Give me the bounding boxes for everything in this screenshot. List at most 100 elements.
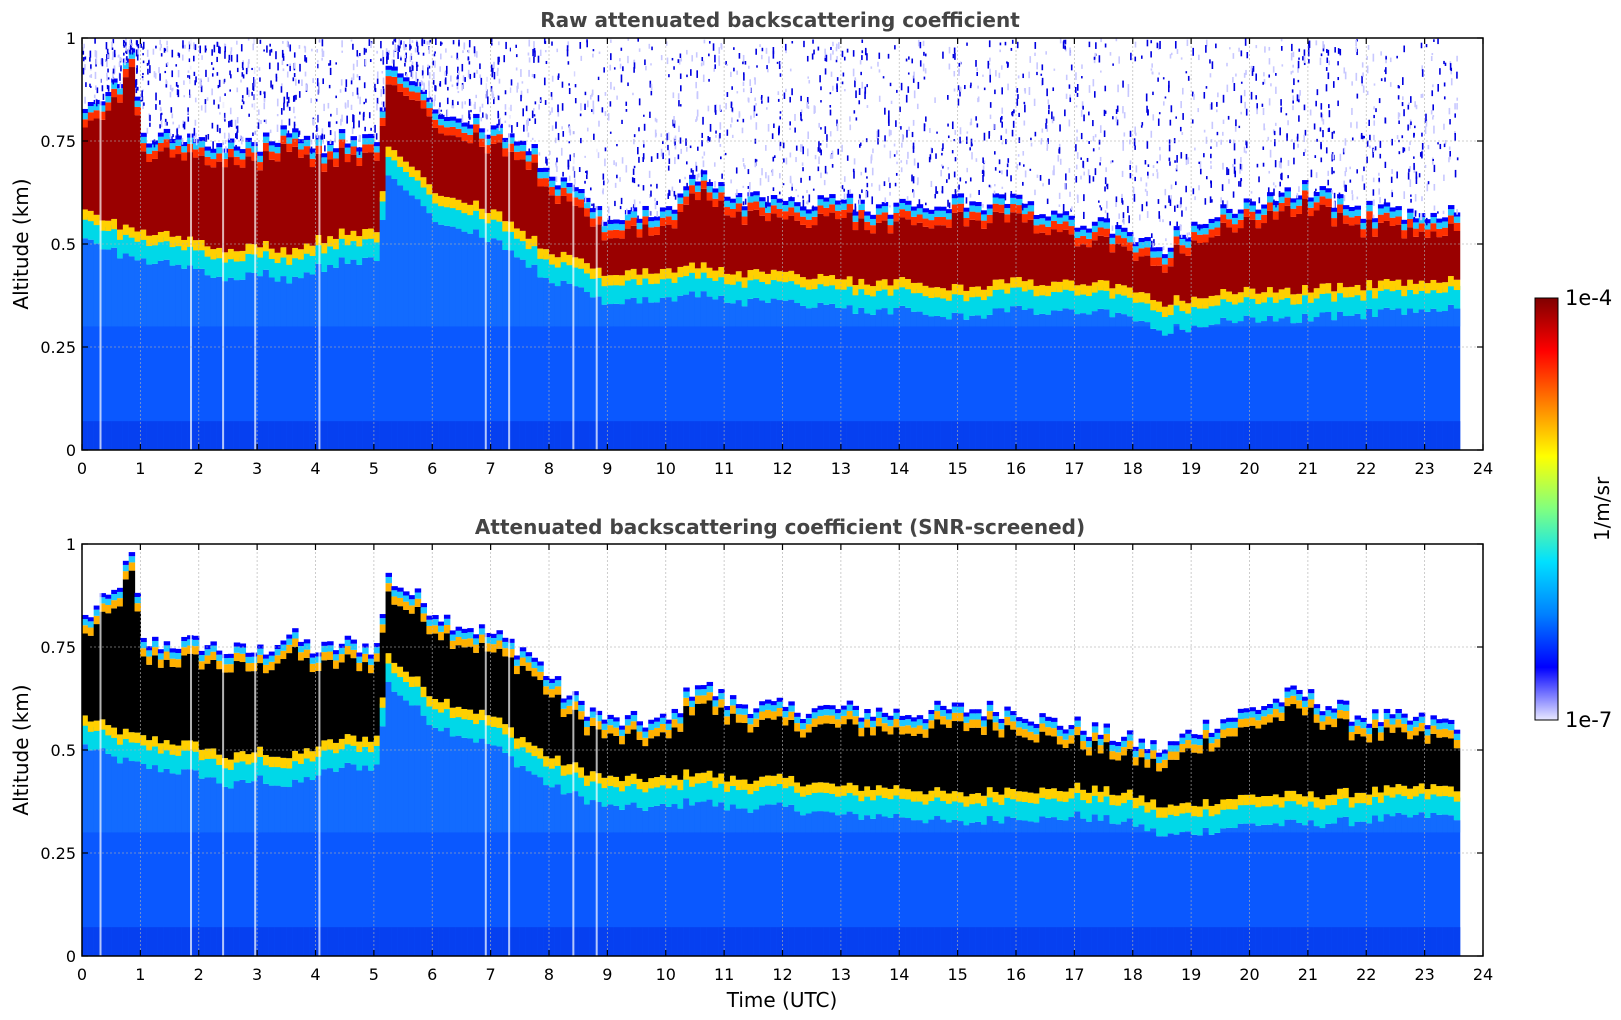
- heatmap-column: [181, 636, 188, 956]
- heatmap-column: [1161, 749, 1169, 956]
- heatmap-column: [198, 650, 206, 956]
- panel-screened-grid: [82, 544, 1483, 956]
- heatmap-column: [980, 74, 988, 450]
- data-gap-streak: [99, 544, 102, 956]
- heatmap-column: [870, 716, 877, 956]
- heatmap-column: [1150, 40, 1157, 450]
- x-tick-label: 0: [77, 459, 87, 478]
- heatmap-column: [584, 716, 591, 956]
- heatmap-column: [111, 38, 118, 450]
- heatmap-column: [735, 704, 743, 956]
- heatmap-column: [840, 50, 848, 450]
- heatmap-column: [1202, 39, 1210, 450]
- x-tick-label: 20: [1239, 965, 1259, 984]
- heatmap-column: [1261, 46, 1268, 450]
- heatmap-column: [257, 644, 264, 956]
- heatmap-column: [1051, 717, 1058, 956]
- heatmap-column: [922, 719, 930, 956]
- heatmap-column: [969, 82, 976, 450]
- heatmap-column: [887, 715, 895, 956]
- heatmap-column: [467, 628, 474, 956]
- heatmap-column: [1249, 707, 1256, 956]
- heatmap-column: [525, 39, 533, 450]
- x-tick-label: 13: [831, 965, 851, 984]
- heatmap-column: [1173, 741, 1181, 956]
- y-tick-label: 0.25: [40, 338, 76, 357]
- heatmap-column: [438, 621, 445, 956]
- heatmap-column: [543, 676, 550, 956]
- heatmap-column: [835, 42, 842, 450]
- x-tick-label: 21: [1298, 459, 1318, 478]
- heatmap-column: [1004, 41, 1011, 450]
- heatmap-column: [1220, 719, 1227, 956]
- heatmap-column: [817, 46, 824, 450]
- heatmap-column: [957, 61, 965, 450]
- heatmap-column: [1185, 729, 1192, 956]
- heatmap-column: [1342, 67, 1350, 450]
- heatmap-column: [192, 635, 200, 956]
- heatmap-column: [87, 617, 95, 956]
- heatmap-column: [257, 39, 264, 450]
- heatmap-column: [1179, 57, 1186, 450]
- y-tick-label: 0.5: [51, 741, 76, 760]
- heatmap-column: [286, 40, 293, 450]
- heatmap-column: [759, 701, 766, 956]
- heatmap-column: [227, 47, 235, 450]
- heatmap-column: [350, 639, 357, 956]
- heatmap-column: [1091, 722, 1099, 956]
- heatmap-column: [502, 637, 509, 956]
- heatmap-column: [613, 67, 620, 450]
- heatmap-column: [724, 706, 731, 956]
- y-tick-label: 1: [66, 535, 76, 554]
- heatmap-column: [916, 39, 924, 450]
- heatmap-column: [163, 641, 171, 956]
- heatmap-column: [1045, 716, 1052, 956]
- heatmap-column: [192, 42, 200, 450]
- heatmap-column: [1360, 62, 1367, 450]
- heatmap-column: [303, 45, 311, 450]
- heatmap-column: [1056, 38, 1064, 450]
- heatmap-column: [1319, 41, 1326, 450]
- heatmap-column: [1156, 40, 1163, 450]
- heatmap-column: [93, 605, 101, 956]
- heatmap-column: [117, 587, 124, 956]
- heatmap-column: [560, 81, 568, 450]
- heatmap-column: [508, 47, 515, 450]
- heatmap-column: [274, 644, 282, 956]
- heatmap-column: [630, 710, 638, 956]
- heatmap-column: [881, 712, 889, 956]
- heatmap-column: [747, 65, 754, 450]
- heatmap-column: [169, 648, 176, 956]
- heatmap-column: [1377, 51, 1385, 450]
- heatmap-column: [619, 47, 626, 450]
- heatmap-column: [1021, 718, 1029, 956]
- heatmap-column: [1389, 714, 1397, 956]
- heatmap-column: [963, 42, 970, 450]
- heatmap-column: [309, 48, 317, 450]
- heatmap-column: [992, 70, 1000, 450]
- colorbar-max-label: 1e-4: [1565, 286, 1612, 310]
- heatmap-column: [443, 614, 451, 956]
- heatmap-column: [887, 53, 895, 450]
- heatmap-column: [1366, 45, 1373, 450]
- heatmap-column: [782, 706, 789, 956]
- heatmap-column: [373, 643, 381, 956]
- heatmap-column: [1430, 39, 1437, 450]
- heatmap-column: [905, 715, 912, 956]
- heatmap-column: [1196, 734, 1204, 956]
- heatmap-column: [741, 704, 749, 956]
- heatmap-column: [700, 685, 708, 956]
- x-tick-label: 18: [1123, 459, 1143, 478]
- heatmap-column: [82, 43, 89, 450]
- heatmap-column: [449, 630, 457, 956]
- heatmap-column: [1284, 687, 1291, 956]
- heatmap-column: [875, 707, 883, 956]
- x-tick-label: 6: [427, 965, 437, 984]
- heatmap-column: [957, 702, 965, 956]
- heatmap-column: [128, 39, 136, 450]
- x-tick-label: 4: [310, 965, 320, 984]
- heatmap-column: [1226, 47, 1233, 450]
- heatmap-column: [432, 615, 439, 956]
- heatmap-column: [741, 54, 749, 450]
